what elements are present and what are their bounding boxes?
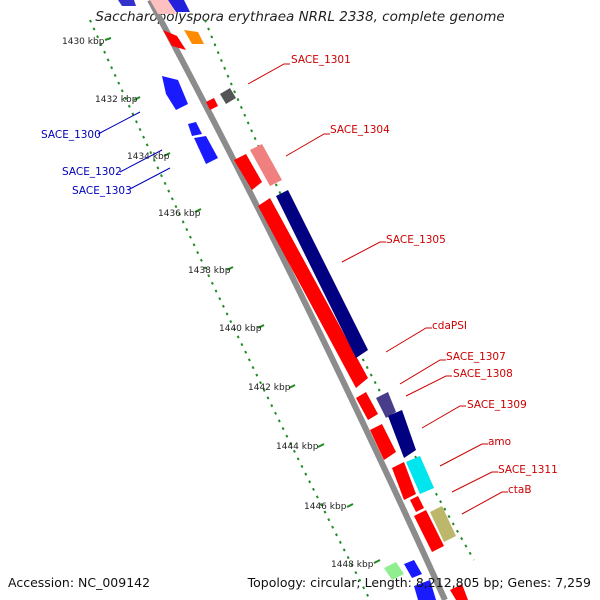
- tick-label: 1444 kbp: [276, 442, 319, 452]
- gene-label-sace-1300[interactable]: SACE_1300: [41, 129, 101, 141]
- gene-feature[interactable]: [276, 190, 368, 358]
- leader-line: [451, 471, 498, 493]
- tick-label: 1448 kbp: [331, 560, 374, 570]
- leader-line: [97, 111, 141, 135]
- gene-feature[interactable]: [404, 560, 422, 578]
- tick-mark: [226, 266, 234, 271]
- leader-line: [405, 375, 452, 397]
- gene-feature[interactable]: [220, 88, 236, 104]
- gene-feature[interactable]: [163, 30, 186, 50]
- gene-feature[interactable]: [118, 0, 136, 6]
- gene-label-sace-1307[interactable]: SACE_1307: [446, 351, 506, 363]
- gene-feature[interactable]: [384, 562, 404, 580]
- gene-feature[interactable]: [150, 0, 176, 14]
- gene-label-sace-1309[interactable]: SACE_1309: [467, 399, 527, 411]
- tick-label: 1440 kbp: [219, 324, 262, 334]
- gene-label-sace-1311[interactable]: SACE_1311: [498, 464, 558, 476]
- gene-feature[interactable]: [162, 76, 188, 110]
- leader-line: [439, 443, 488, 467]
- tick-mark: [257, 324, 265, 329]
- genome-backbone: [147, 0, 448, 600]
- gene-feature[interactable]: [250, 144, 282, 186]
- topology-text: Topology: circular; Length: 8,212,805 bp…: [247, 575, 591, 590]
- tick-mark: [288, 384, 296, 389]
- gene-feature[interactable]: [206, 98, 218, 110]
- tick-label: 1442 kbp: [248, 383, 291, 393]
- leader-line: [421, 405, 466, 429]
- map-title: Saccharopolyspora erythraea NRRL 2338, c…: [95, 9, 505, 25]
- gene-label-sace-1305[interactable]: SACE_1305: [386, 234, 446, 246]
- gene-feature[interactable]: [410, 496, 424, 512]
- tick-mark: [317, 443, 325, 448]
- gene-feature[interactable]: [194, 136, 218, 164]
- reverse-gene-labels: SACE_1300 SACE_1302 SACE_1303: [41, 129, 132, 197]
- tick-mark: [133, 96, 141, 101]
- gene-feature[interactable]: [388, 410, 416, 458]
- gene-feature[interactable]: [376, 392, 396, 418]
- accession-text: Accession: NC_009142: [8, 575, 151, 590]
- outer-tick-rail: [204, 19, 475, 561]
- leader-line: [119, 149, 163, 173]
- inner-tick-rail: [89, 19, 371, 600]
- gene-label-sace-1304[interactable]: SACE_1304: [330, 124, 390, 136]
- leader-line: [385, 327, 432, 353]
- gene-feature[interactable]: [168, 0, 190, 12]
- reverse-leader-lines: [97, 111, 171, 191]
- leader-line: [399, 359, 446, 385]
- tick-label: 1446 kbp: [304, 502, 347, 512]
- gene-feature[interactable]: [430, 506, 456, 542]
- gene-feature[interactable]: [258, 198, 368, 388]
- gene-feature[interactable]: [406, 456, 434, 494]
- gene-feature[interactable]: [450, 584, 468, 600]
- tick-mark: [163, 152, 171, 157]
- leader-line: [285, 133, 330, 157]
- gene-feature[interactable]: [392, 462, 416, 500]
- gene-label-amo[interactable]: amo: [488, 436, 511, 448]
- gene-feature[interactable]: [184, 30, 204, 44]
- tick-label: 1436 kbp: [158, 209, 201, 219]
- gene-feature[interactable]: [188, 122, 202, 136]
- leader-line: [461, 491, 508, 515]
- gene-feature[interactable]: [370, 424, 396, 460]
- gene-feature[interactable]: [234, 154, 262, 190]
- tick-mark: [373, 559, 381, 564]
- leader-line: [341, 241, 386, 263]
- tick-label: 1432 kbp: [95, 95, 138, 105]
- tick-mark: [194, 208, 202, 213]
- gene-label-sace-1303[interactable]: SACE_1303: [72, 185, 132, 197]
- gene-feature[interactable]: [414, 510, 444, 552]
- forward-gene-labels: SACE_1301 SACE_1304 SACE_1305 cdaPSI SAC…: [291, 54, 558, 496]
- gene-feature[interactable]: [356, 392, 378, 420]
- tick-label: 1438 kbp: [188, 266, 231, 276]
- gene-feature[interactable]: [414, 580, 436, 600]
- tick-marks: [104, 37, 381, 564]
- gene-label-ctab[interactable]: ctaB: [508, 484, 532, 496]
- tick-mark: [346, 503, 354, 508]
- gene-label-sace-1302[interactable]: SACE_1302: [62, 166, 122, 178]
- leader-line: [247, 63, 290, 85]
- gene-label-sace-1308[interactable]: SACE_1308: [453, 368, 513, 380]
- tick-mark: [104, 37, 112, 41]
- gene-features: [118, 0, 468, 600]
- leader-line: [127, 167, 171, 191]
- gene-label-cdapsi[interactable]: cdaPSI: [432, 320, 467, 332]
- tick-label: 1430 kbp: [62, 37, 105, 47]
- forward-leader-lines: [247, 63, 508, 515]
- gene-label-sace-1301[interactable]: SACE_1301: [291, 54, 351, 66]
